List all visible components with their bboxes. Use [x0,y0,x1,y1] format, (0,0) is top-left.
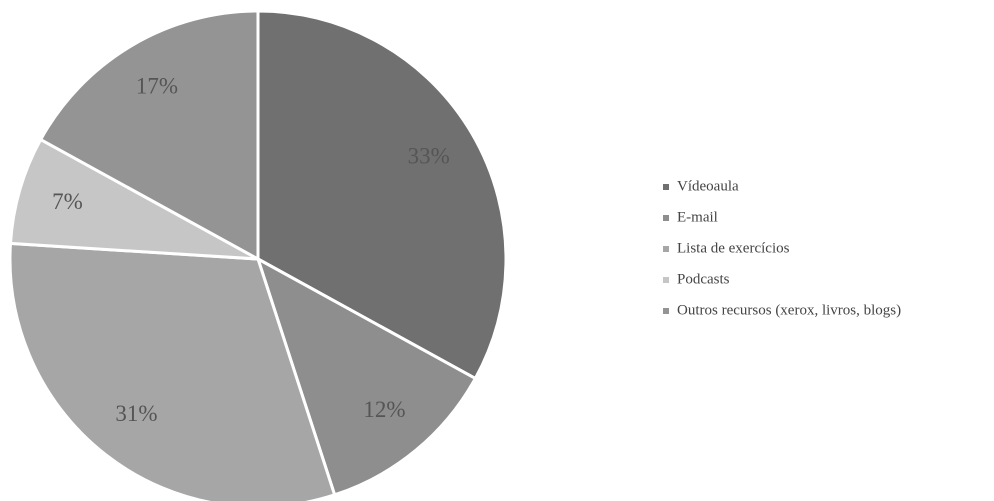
legend-label: Podcasts [677,271,730,287]
data-label: 31% [115,401,157,426]
data-label: 17% [136,74,178,99]
data-label: 12% [363,397,405,422]
legend-swatch [663,215,669,221]
pie-slice [8,241,337,501]
pie-slice [256,9,508,381]
pie-slice [8,137,259,261]
pie-slice [255,255,478,497]
legend-swatch [663,308,669,314]
legend-swatch [663,246,669,252]
legend-label: E-mail [677,209,718,225]
data-label: 33% [408,143,450,168]
legend-label: Lista de exercícios [677,240,790,256]
pie-slice [38,9,260,262]
legend-label: Outros recursos (xerox, livros, blogs) [677,302,901,318]
data-label: 7% [52,189,83,214]
legend-swatch [663,277,669,283]
legend-swatch [663,184,669,190]
legend-label: Vídeoaula [677,178,739,194]
